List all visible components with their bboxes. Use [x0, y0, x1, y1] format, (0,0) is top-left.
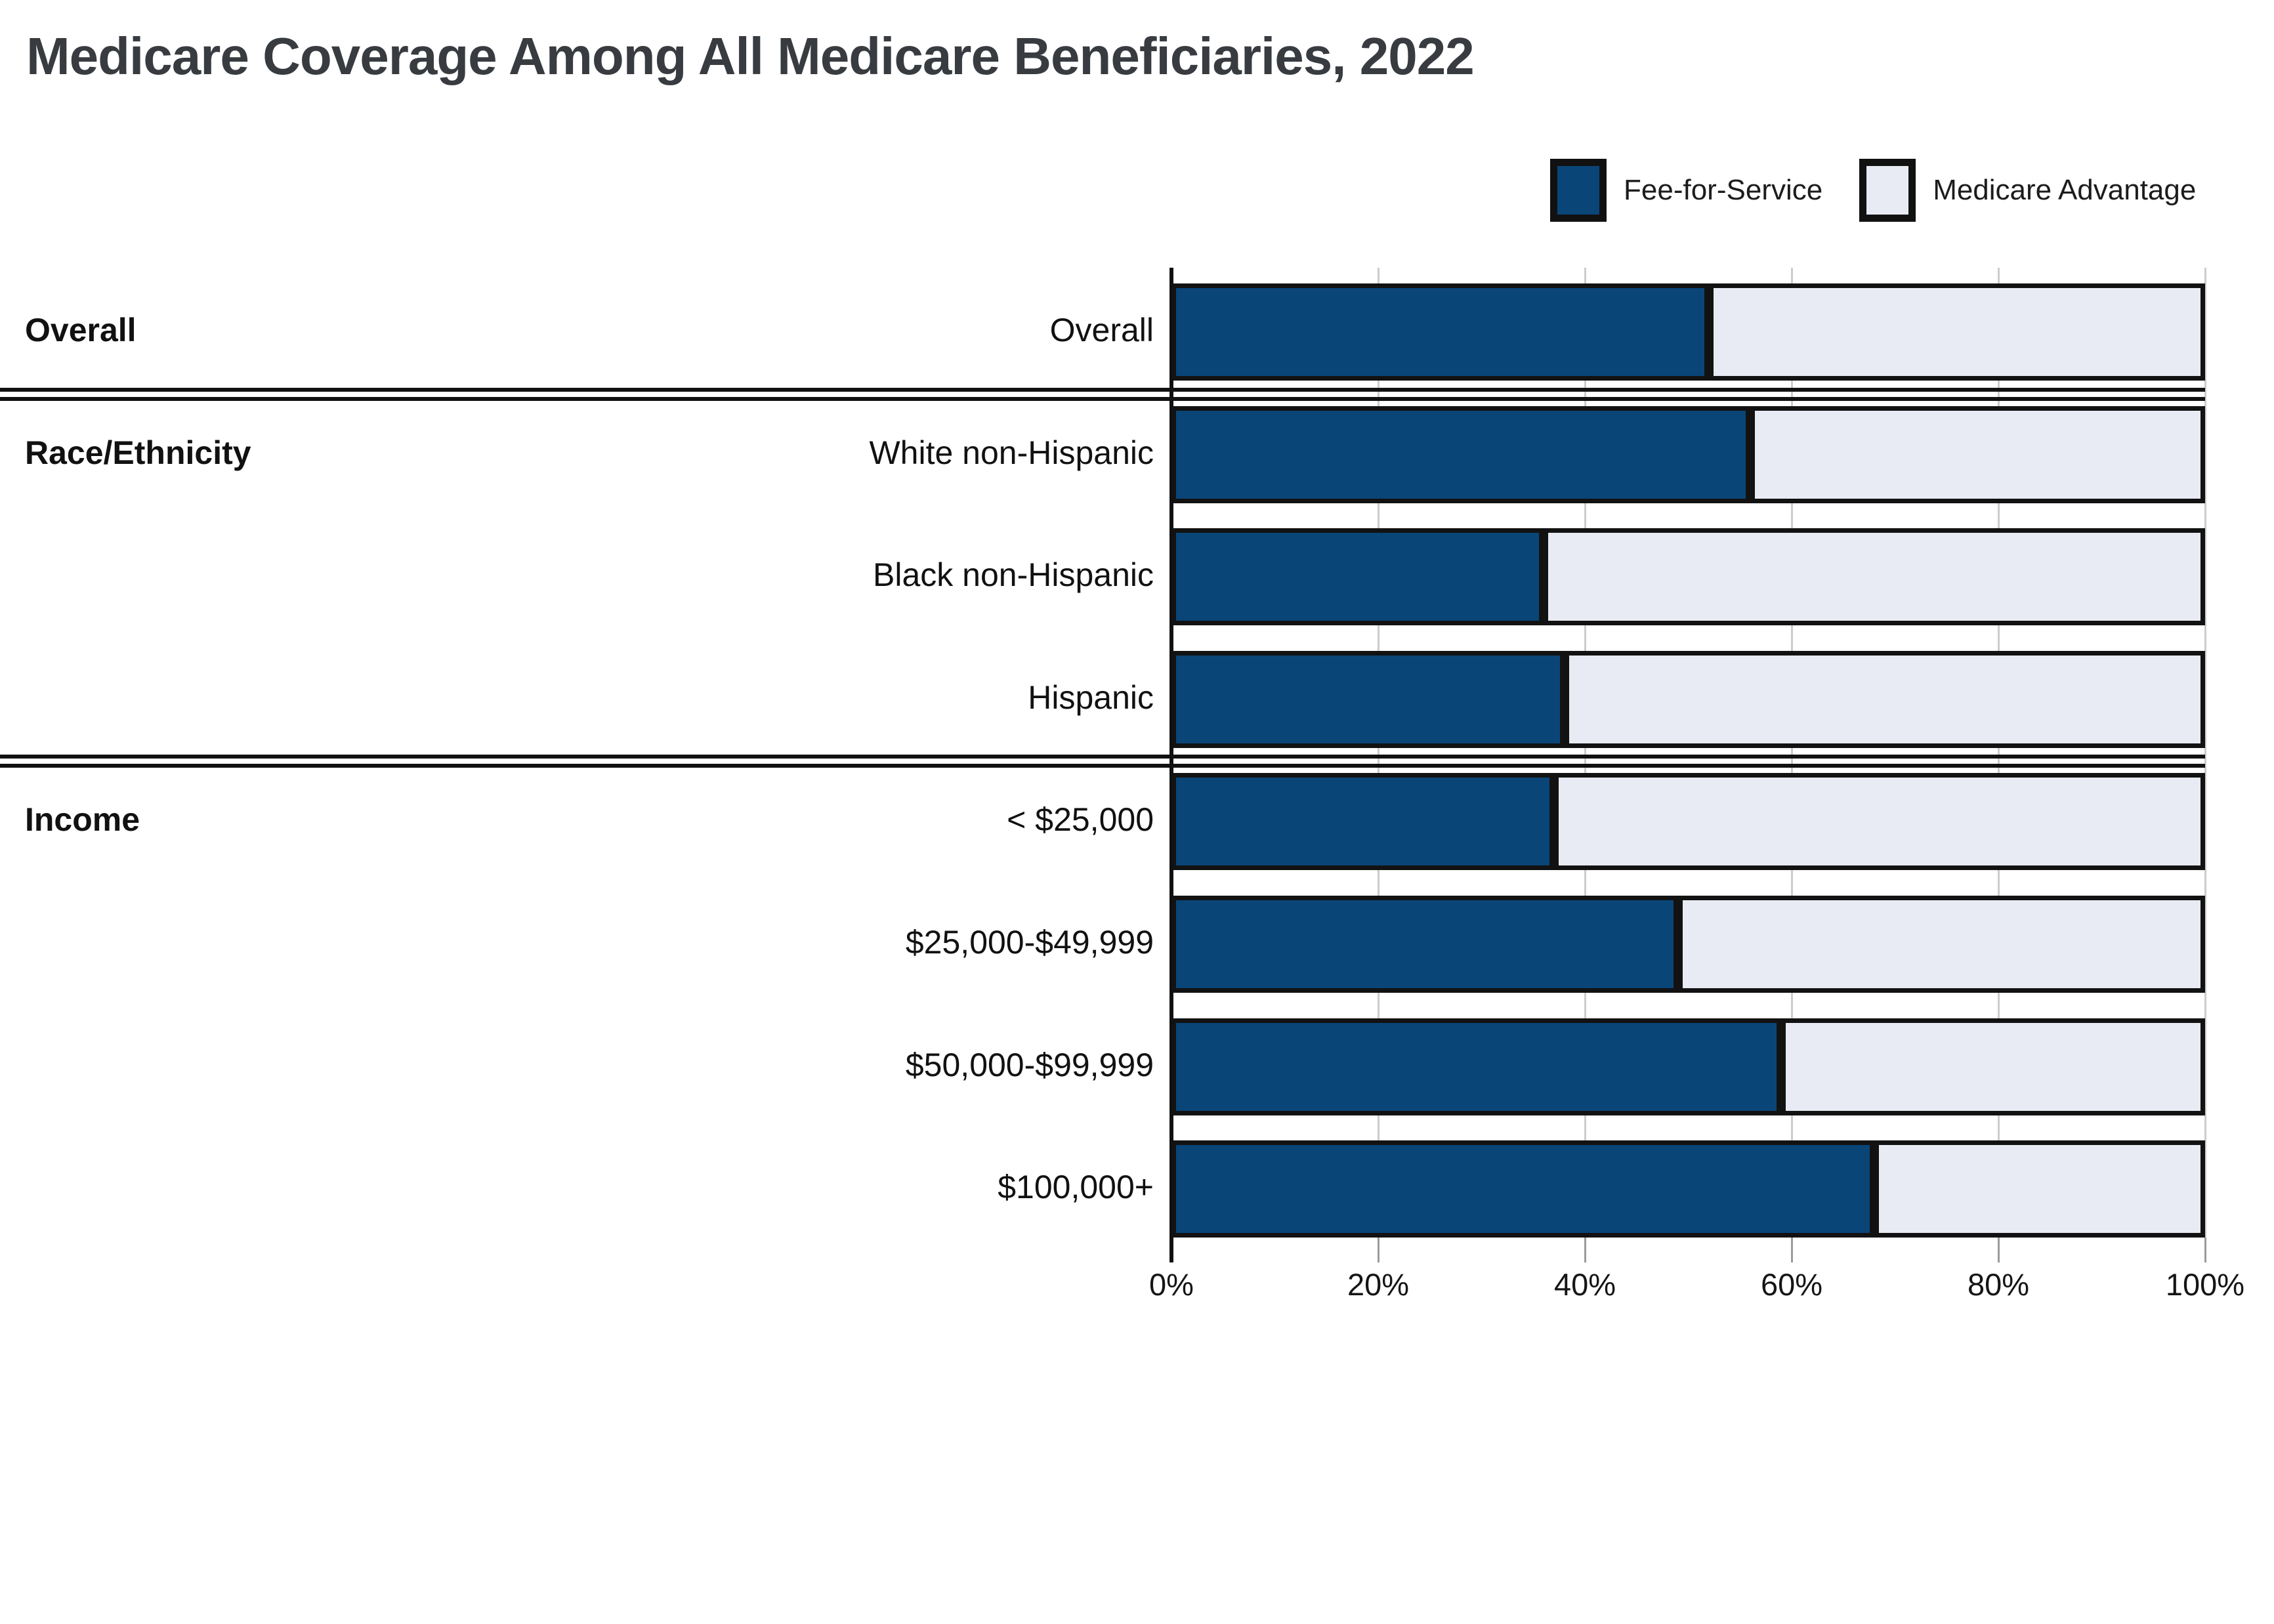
gridline [1378, 268, 1379, 1238]
bar-segment-medicare-advantage [1564, 651, 2205, 748]
axis-tick [1378, 1238, 1379, 1262]
legend-label: Medicare Advantage [1933, 174, 2197, 206]
bar-segment-medicare-advantage [1874, 1140, 2205, 1238]
legend-item-medicare-advantage: Medicare Advantage [1859, 159, 2196, 222]
bar-segment-fee-for-service [1171, 283, 1709, 381]
bar-row [1171, 651, 2205, 748]
gridline [1584, 268, 1586, 1238]
group-label: Race/Ethnicity [25, 434, 251, 471]
legend-swatch-fee-for-service-icon [1550, 159, 1607, 222]
bar-segment-fee-for-service [1171, 651, 1565, 748]
bar-segment-fee-for-service [1171, 896, 1678, 993]
legend-label: Fee-for-Service [1624, 174, 1823, 206]
row-label: $50,000-$99,999 [905, 1047, 1154, 1083]
row-label: < $25,000 [1007, 801, 1154, 838]
bar-segment-medicare-advantage [1553, 773, 2205, 870]
chart-title: Medicare Coverage Among All Medicare Ben… [26, 27, 1475, 85]
gridline [1998, 268, 2000, 1238]
x-axis-tick-label: 80% [1967, 1267, 2030, 1302]
bar-segment-fee-for-service [1171, 406, 1750, 503]
section-divider [0, 755, 2205, 768]
bar-segment-fee-for-service [1171, 1018, 1782, 1115]
gridline [1791, 268, 1793, 1238]
bar-row [1171, 528, 2205, 625]
bar-segment-medicare-advantage [1750, 406, 2205, 503]
x-axis-tick-label: 100% [2165, 1267, 2245, 1302]
bar-segment-fee-for-service [1171, 1140, 1874, 1238]
row-label: $100,000+ [998, 1169, 1154, 1205]
x-axis-tick-label: 0% [1149, 1267, 1194, 1302]
bar-row [1171, 283, 2205, 381]
row-label: Hispanic [1028, 679, 1154, 716]
legend-item-fee-for-service: Fee-for-Service [1550, 159, 1822, 222]
section-divider [0, 388, 2205, 401]
axis-tick [2204, 1238, 2206, 1262]
group-label: Income [25, 801, 140, 838]
row-label: $25,000-$49,999 [905, 924, 1154, 961]
bar-segment-medicare-advantage [1781, 1018, 2205, 1115]
bar-row [1171, 1018, 2205, 1115]
row-label: Black non-Hispanic [873, 556, 1154, 593]
bar-row [1171, 1140, 2205, 1238]
group-label: Overall [25, 312, 137, 348]
x-axis-tick-label: 40% [1553, 1267, 1616, 1302]
x-axis-tick-label: 60% [1760, 1267, 1823, 1302]
legend-swatch-medicare-advantage-icon [1859, 159, 1916, 222]
axis-tick [1998, 1238, 2000, 1262]
bar-row [1171, 896, 2205, 993]
bar-segment-medicare-advantage [1709, 283, 2205, 381]
row-label: Overall [1049, 312, 1154, 348]
bar-row [1171, 773, 2205, 870]
bar-segment-fee-for-service [1171, 773, 1554, 870]
gridline [2204, 268, 2206, 1238]
bar-segment-medicare-advantage [1544, 528, 2205, 625]
bar-segment-fee-for-service [1171, 528, 1544, 625]
bar-row [1171, 406, 2205, 503]
legend: Fee-for-Service Medicare Advantage [1550, 159, 2196, 222]
axis-tick [1791, 1238, 1793, 1262]
bar-segment-medicare-advantage [1677, 896, 2205, 993]
axis-tick [1584, 1238, 1586, 1262]
row-label: White non-Hispanic [869, 434, 1154, 471]
x-axis-tick-label: 20% [1347, 1267, 1410, 1302]
